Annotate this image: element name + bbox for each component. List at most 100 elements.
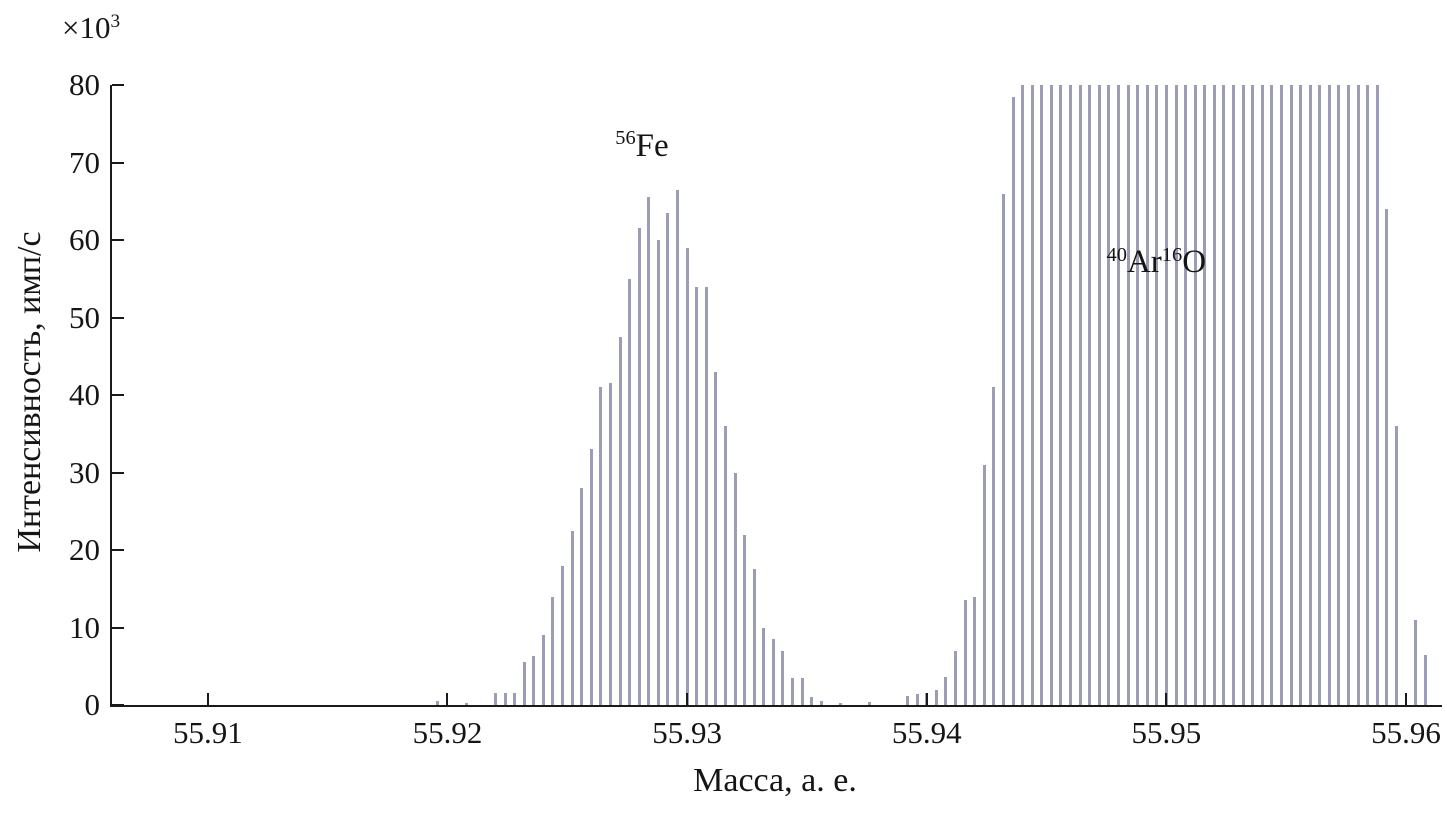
spectrum-bar [1184,85,1188,705]
y-axis-multiplier-exponent: 3 [110,11,121,33]
y-axis-tick [112,394,124,396]
y-tick-label: 40 [69,377,100,412]
x-axis-tick [686,693,689,705]
spectrum-bar [1289,85,1293,705]
spectrum-bar [1155,85,1159,705]
spectrum-bar [666,212,670,705]
spectrum-bar [1136,85,1140,705]
spectrum-bar [934,689,938,705]
spectrum-bar [1097,85,1101,705]
spectrum-bar [541,635,545,705]
y-axis-tick [112,84,124,86]
spectrum-bar [906,695,910,705]
spectrum-bar [982,464,986,705]
spectrum-bar [1308,85,1312,705]
spectrum-bar [570,530,574,705]
spectrum-bar [580,488,584,705]
spectrum-bar [963,600,967,705]
spectrum-bar [839,702,842,705]
spectrum-bar [656,240,660,705]
spectrum-bar [752,569,756,705]
spectrum-bar [513,693,517,705]
spectrum-bar [1299,85,1303,705]
spectrum-bar [436,701,440,705]
spectrum-bar [1193,85,1197,705]
spectrum-bar [733,472,737,705]
spectrum-bar [637,228,641,705]
y-tick-label: 70 [69,144,100,180]
spectrum-bar [628,278,632,705]
spectrum-bar [1030,85,1034,705]
fe-peak-label: 56Fe [615,127,669,164]
y-axis-tick [112,161,124,164]
y-tick-label: 0 [84,687,101,722]
spectrum-bar [762,627,766,705]
spectrum-bar [618,336,622,705]
spectrum-bar [1107,85,1111,705]
spectrum-bar [1222,85,1226,705]
y-axis-tick [112,549,124,551]
spectrum-bar [771,639,775,705]
spectrum-bar [647,197,651,705]
aro-peak-label: 40Ar16O [1106,243,1207,280]
spectrum-bar [1347,85,1351,705]
spectrum-bar [1423,654,1427,705]
spectrum-bar [608,383,612,705]
spectrum-bar [1385,209,1389,705]
x-tick-label: 55.95 [1131,715,1202,750]
y-axis-multiplier: ×103 [62,10,120,46]
spectrum-bar [1318,85,1322,705]
y-tick-label: 80 [69,67,100,102]
spectrum-bar [695,286,699,705]
spectrum-bar [1241,85,1245,705]
spectrum-bar [1356,85,1360,705]
spectrum-bar [1394,426,1398,705]
spectrum-bar [1232,85,1235,705]
y-axis-multiplier-base: ×10 [62,10,111,45]
y-tick-label: 10 [69,609,100,645]
spectrum-bar [599,387,603,705]
spectrum-bar [1059,85,1063,705]
spectrum-bar [714,371,718,705]
y-axis-tick [112,704,124,706]
spectrum-bar [791,677,795,705]
spectrum-bar [1260,85,1264,705]
y-tick-label: 60 [69,222,100,257]
spectrum-bar [1069,85,1073,705]
spectrum-bar [944,677,948,705]
spectrum-bar [551,596,555,705]
spectrum-bar [819,701,823,705]
spectrum-bar [589,449,593,705]
spectrum-bar [867,701,871,705]
spectrum-bar [915,694,919,705]
y-axis-tick [112,316,124,319]
spectrum-bar [973,596,977,705]
x-tick-label: 55.91 [172,715,243,750]
y-axis-tick [112,626,124,629]
x-axis-tick [925,693,928,705]
spectrum-bar [1116,85,1120,705]
spectrum-bar [1040,85,1044,705]
x-tick-label: 55.96 [1371,715,1441,750]
y-tick-label: 50 [69,299,100,335]
spectrum-bar [1049,85,1053,705]
spectrum-bar [1164,85,1168,705]
spectrum-bar [493,693,497,705]
spectrum-bar [1366,85,1370,705]
x-axis-tick [206,693,209,705]
x-tick-label: 55.94 [891,715,962,750]
x-tick-label: 55.93 [652,715,722,750]
y-tick-label: 20 [69,532,100,567]
spectrum-bar [503,692,507,705]
spectrum-bar [1279,85,1283,705]
spectrum-bar [1327,85,1331,705]
spectrum-bar [1126,85,1130,705]
y-axis-tick [112,471,124,474]
spectrum-bar [800,677,804,705]
plot-area: 55.91 55.92 55.93 55.94 55.95 55.96 0 10 20 30 40 5… [69,67,1442,750]
spectrum-bar [992,387,996,705]
spectrum-bar [704,286,708,705]
spectrum-bar [781,650,785,705]
spectrum-bar [723,426,727,705]
spectrum-bar [1212,85,1216,705]
